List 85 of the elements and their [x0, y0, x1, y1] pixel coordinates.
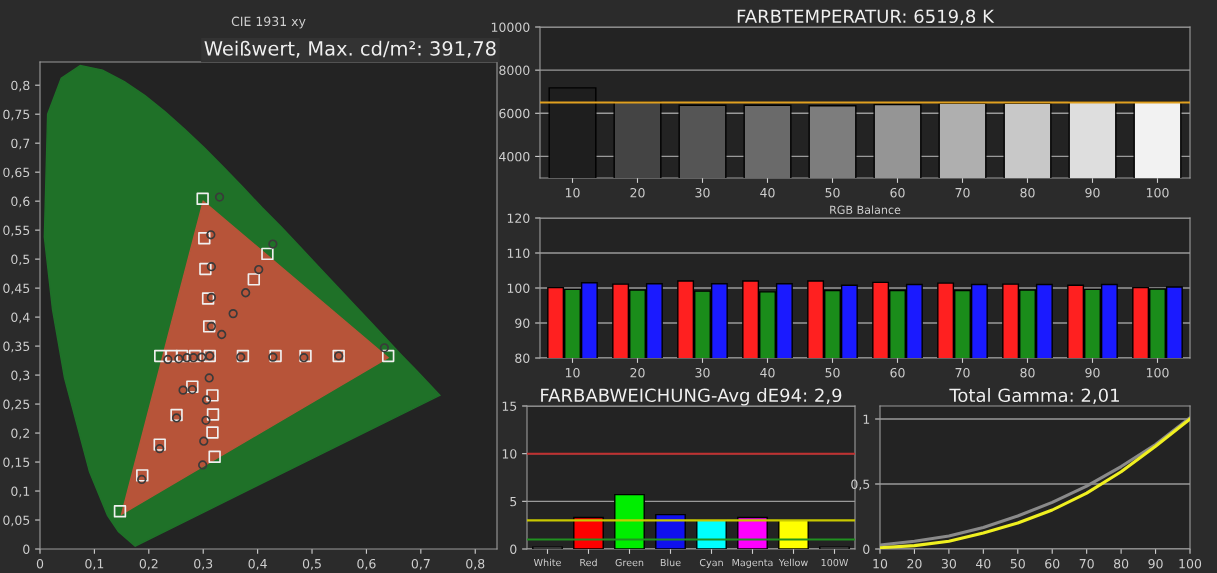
x-tick-label: 0,6: [357, 558, 376, 570]
x-tick-label: Blue: [660, 558, 681, 567]
y-tick-label: 0,75: [3, 109, 30, 121]
x-tick-label: 80: [1020, 187, 1035, 198]
x-tick-label: 10: [565, 367, 580, 378]
y-tick-label: 0: [23, 544, 30, 554]
x-tick-label: 40: [760, 187, 775, 198]
y-tick-label: 0,8: [11, 80, 30, 92]
x-tick-label: 100: [1179, 558, 1202, 569]
y-tick-label: 0,05: [3, 515, 30, 527]
x-tick-label: 20: [907, 558, 922, 569]
y-tick-label: 90: [515, 318, 530, 328]
x-tick-label: 70: [955, 187, 970, 198]
text: Weißwert, Max. cd/m²: 391,78: [204, 40, 496, 58]
x-tick-label: 90: [1085, 187, 1100, 198]
x-tick-label: 60: [890, 187, 905, 198]
x-tick-label: 60: [1045, 558, 1060, 569]
x-tick-label: 0,8: [466, 558, 485, 570]
x-tick-label: 90: [1085, 367, 1100, 378]
y-tick-label: 5: [510, 496, 517, 507]
x-tick-label: 0: [36, 558, 44, 569]
x-tick-label: 50: [825, 367, 840, 378]
y-tick-label: 15: [502, 401, 517, 411]
y-tick-label: 4000: [499, 151, 530, 162]
chart-title: RGB Balance: [830, 205, 901, 214]
y-tick-label: 0,2: [11, 428, 30, 440]
y-tick-label: 110: [507, 248, 530, 258]
x-tick-label: 90: [1148, 558, 1163, 569]
y-tick-label: 0,15: [3, 457, 30, 469]
y-tick-label: 10: [502, 449, 517, 459]
y-tick-label: 6000: [499, 108, 530, 119]
x-tick-label: 70: [1079, 558, 1094, 569]
y-tick-label: 0,1: [11, 486, 30, 498]
y-tick-label: 0,5: [11, 254, 30, 266]
x-tick-label: 0,5: [302, 558, 321, 570]
x-tick-label: 0,4: [248, 558, 267, 570]
y-tick-label: 100: [507, 283, 530, 293]
y-tick-label: 120: [507, 213, 530, 223]
y-tick-label: 0,45: [3, 283, 30, 295]
x-tick-label: 80: [1020, 367, 1035, 378]
y-tick-label: 0: [863, 544, 870, 554]
x-tick-label: 0,3: [194, 558, 213, 570]
x-tick-label: Green: [615, 558, 644, 567]
y-tick-label: 0,55: [3, 225, 30, 237]
y-tick-label: 0,7: [11, 138, 30, 150]
y-tick-label: 0,35: [3, 341, 30, 353]
x-tick-label: 0,1: [85, 558, 104, 570]
x-tick-label: 30: [695, 187, 710, 198]
x-tick-label: Cyan: [699, 558, 723, 568]
x-tick-label: White: [533, 558, 561, 567]
y-tick-label: 0,6: [11, 196, 30, 208]
y-tick-label: 1: [863, 414, 870, 424]
y-tick-label: 80: [515, 353, 530, 363]
y-tick-label: 0,4: [11, 312, 30, 324]
y-tick-label: 0,25: [3, 399, 30, 411]
x-tick-label: 40: [760, 367, 775, 378]
x-tick-label: 10: [873, 558, 888, 569]
x-tick-label: 30: [695, 367, 710, 378]
x-tick-label: 20: [630, 367, 645, 378]
x-tick-label: 80: [1114, 558, 1129, 569]
x-tick-label: 30: [941, 558, 957, 569]
x-tick-label: 40: [975, 558, 991, 569]
x-tick-label: 0,2: [139, 558, 158, 570]
y-tick-label: 0: [510, 544, 517, 554]
x-tick-label: Magenta: [732, 559, 773, 568]
y-tick-label: 8000: [499, 65, 530, 76]
chart-title: CIE 1931 xy: [231, 16, 306, 29]
y-tick-label: 0,65: [3, 167, 30, 179]
chart-title: FARBTEMPERATUR: 6519,8 K: [737, 9, 995, 25]
x-tick-label: 100: [1146, 367, 1169, 378]
y-tick-label: 10000: [491, 22, 530, 32]
x-tick-label: 0,7: [411, 558, 430, 570]
x-tick-label: Yellow: [778, 558, 808, 567]
y-tick-label: 0,5: [851, 479, 870, 491]
x-tick-label: 50: [1010, 558, 1025, 569]
x-tick-label: 70: [955, 367, 970, 378]
x-tick-label: 50: [825, 187, 840, 198]
chart-title: Total Gamma: 2,01: [949, 388, 1119, 404]
x-tick-label: 60: [890, 367, 905, 378]
x-tick-label: Red: [580, 558, 597, 567]
x-tick-label: 100: [1146, 187, 1169, 198]
x-tick-label: 10: [565, 187, 580, 198]
x-tick-label: 100W: [821, 558, 849, 567]
x-tick-label: 20: [630, 187, 645, 198]
chart-title: FARBABWEICHUNG-Avg dE94: 2,9: [541, 388, 842, 406]
